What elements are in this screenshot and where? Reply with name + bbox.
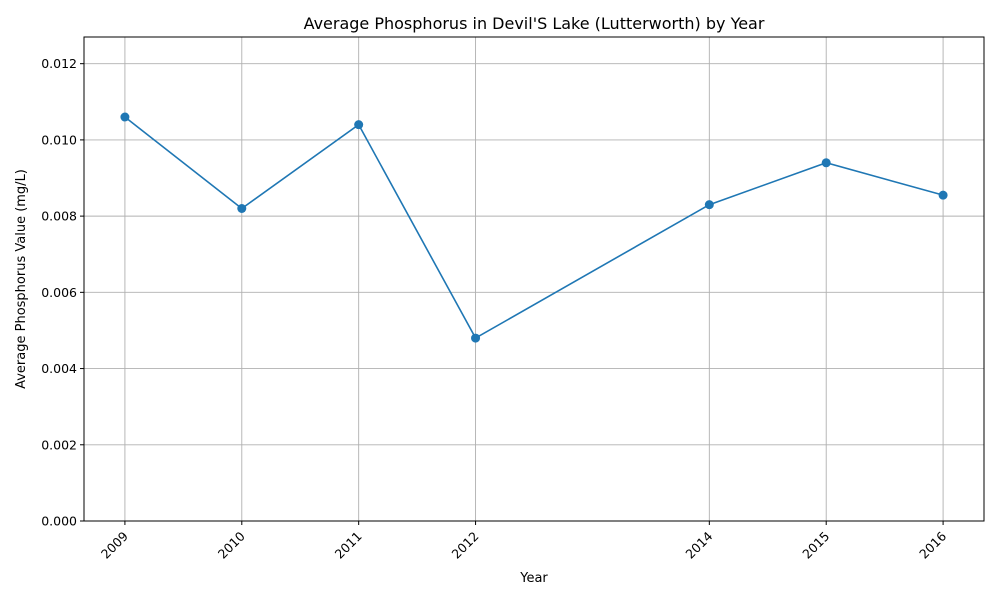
plot-frame: [83, 36, 985, 522]
y-axis-label: Average Phosphorus Value (mg/L): [14, 169, 29, 389]
data-point: [938, 190, 948, 200]
y-tick-label: 0.010: [41, 132, 77, 147]
y-tick-label: 0.000: [41, 514, 77, 529]
x-axis-label: Year: [519, 571, 548, 586]
data-point: [821, 158, 831, 168]
y-tick-label: 0.008: [41, 209, 77, 224]
chart-title: Average Phosphorus in Devil'S Lake (Lutt…: [304, 14, 765, 33]
y-tick-label: 0.004: [41, 361, 77, 376]
data-point: [120, 112, 130, 122]
data-point: [237, 203, 247, 213]
y-tick-label: 0.002: [41, 437, 77, 452]
data-point: [354, 120, 364, 130]
data-point: [704, 200, 714, 210]
y-tick-label: 0.006: [41, 285, 77, 300]
grid-lines: [84, 37, 984, 522]
data-point: [471, 333, 481, 343]
series-layer: [120, 112, 948, 343]
y-tick-label: 0.012: [41, 56, 77, 71]
